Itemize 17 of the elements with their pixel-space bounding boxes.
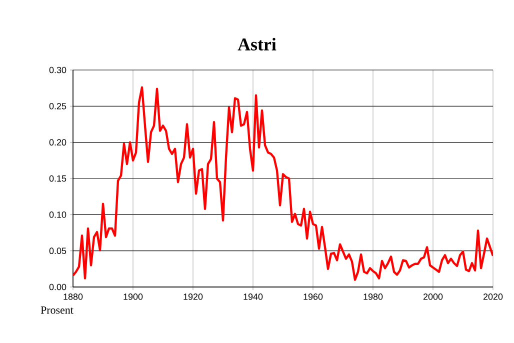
x-tick-label: 2020 [483,294,503,300]
y-tick-label: 0.10 [49,211,66,218]
y-tick-label: 0.00 [49,284,66,290]
y-tick-label: 0.20 [49,139,66,146]
chart-title: Astri [238,38,276,50]
x-tick-label: 1960 [304,294,323,300]
y-tick-label: 0.25 [49,102,66,110]
y-tick-label: 0.05 [49,248,66,254]
x-tick-label: 1900 [124,294,143,300]
y-tick-label: 0.15 [49,175,66,182]
x-tick-label: 1880 [64,294,83,300]
x-tick-label: 1920 [184,294,203,300]
x-tick-label: 1940 [244,294,263,300]
y-tick-label: 0.30 [49,66,66,74]
x-tick-label: 2000 [423,294,443,300]
x-tick-label: 1980 [364,294,383,300]
y-axis-title: Prosent [40,306,74,314]
